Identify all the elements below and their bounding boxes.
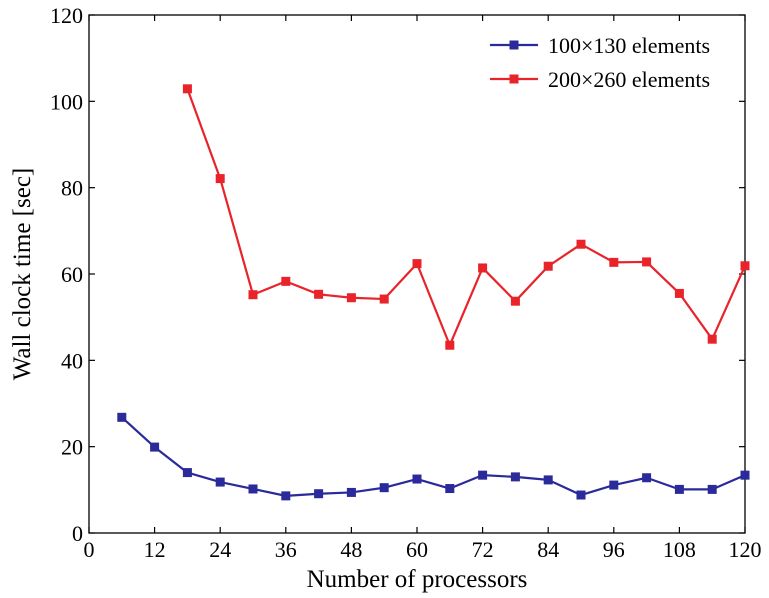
y-tick-label-6: 120 [50,3,83,28]
x-tick-label-9: 108 [663,537,696,562]
data-point-s1-0 [117,412,127,422]
series-line-1 [121,416,746,497]
data-point-s1-17 [674,484,684,494]
data-point-s1-16 [642,473,652,483]
data-point-s1-14 [576,490,586,500]
data-point-s2-15 [674,288,684,298]
data-point-s2-3 [281,276,291,286]
x-tick-label-0: 0 [84,537,95,562]
x-tick-label-8: 96 [603,537,625,562]
data-point-s2-7 [412,259,422,269]
data-point-s2-1 [215,174,225,184]
data-point-s1-6 [314,489,324,499]
legend-marker-series-2 [509,74,519,84]
x-tick-label-2: 24 [209,537,231,562]
x-tick-label-3: 36 [275,537,297,562]
data-point-s2-17 [740,261,750,271]
axis-ticks [88,14,746,534]
data-point-s2-16 [707,334,717,344]
data-point-s1-3 [215,477,225,487]
data-point-s1-13 [543,475,553,485]
series-line-2 [186,88,747,347]
y-tick-label-0: 0 [72,521,83,546]
data-point-s1-2 [182,468,192,478]
y-axis-title: Wall clock time [sec] [9,168,36,380]
x-tick-label-7: 84 [537,537,559,562]
data-point-s2-13 [609,257,619,267]
data-point-s1-4 [248,484,258,494]
y-tick-label-1: 20 [61,435,83,460]
series-layer [117,84,750,501]
data-point-s1-9 [412,474,422,484]
data-point-s1-7 [346,487,356,497]
data-point-s1-15 [609,480,619,490]
legend-label-series-2: 200×260 elements [548,67,710,92]
data-point-s2-8 [445,340,455,350]
x-tick-label-4: 48 [340,537,362,562]
data-point-s2-11 [543,261,553,271]
data-point-s1-19 [740,470,750,480]
data-point-s2-0 [182,84,192,94]
legend-box [480,22,738,104]
legend-marker-series-1 [509,40,519,50]
y-tick-label-5: 100 [50,89,83,114]
data-point-s1-18 [707,484,717,494]
data-point-s1-11 [478,470,488,480]
y-tick-label-3: 60 [61,262,83,287]
x-tick-label-10: 120 [729,537,762,562]
x-tick-label-5: 60 [406,537,428,562]
data-point-s2-9 [478,263,488,273]
data-point-s2-12 [576,239,586,249]
legend-label-series-1: 100×130 elements [548,33,710,58]
data-point-s1-10 [445,484,455,494]
data-point-s1-5 [281,491,291,501]
y-tick-label-2: 40 [61,348,83,373]
data-point-s2-2 [248,290,258,300]
data-point-s1-8 [379,483,389,493]
data-point-s2-10 [510,296,520,306]
y-tick-labels: 0 20 40 60 80 100 120 [50,3,83,546]
y-tick-label-4: 80 [61,176,83,201]
series-2 [182,84,750,350]
data-point-s2-6 [379,294,389,304]
x-axis-title: Number of processors [307,566,528,593]
x-tick-label-1: 12 [144,537,166,562]
data-point-s2-4 [314,289,324,299]
series-1 [117,412,750,501]
x-tick-labels: 0 12 24 36 48 60 72 84 96 108 120 [84,537,762,562]
data-point-s1-12 [510,472,520,482]
data-point-s2-5 [346,293,356,303]
legend: 100×130 elements 200×260 elements [480,22,738,104]
x-tick-label-6: 72 [472,537,494,562]
data-point-s1-1 [150,442,160,452]
data-point-s2-14 [642,257,652,267]
